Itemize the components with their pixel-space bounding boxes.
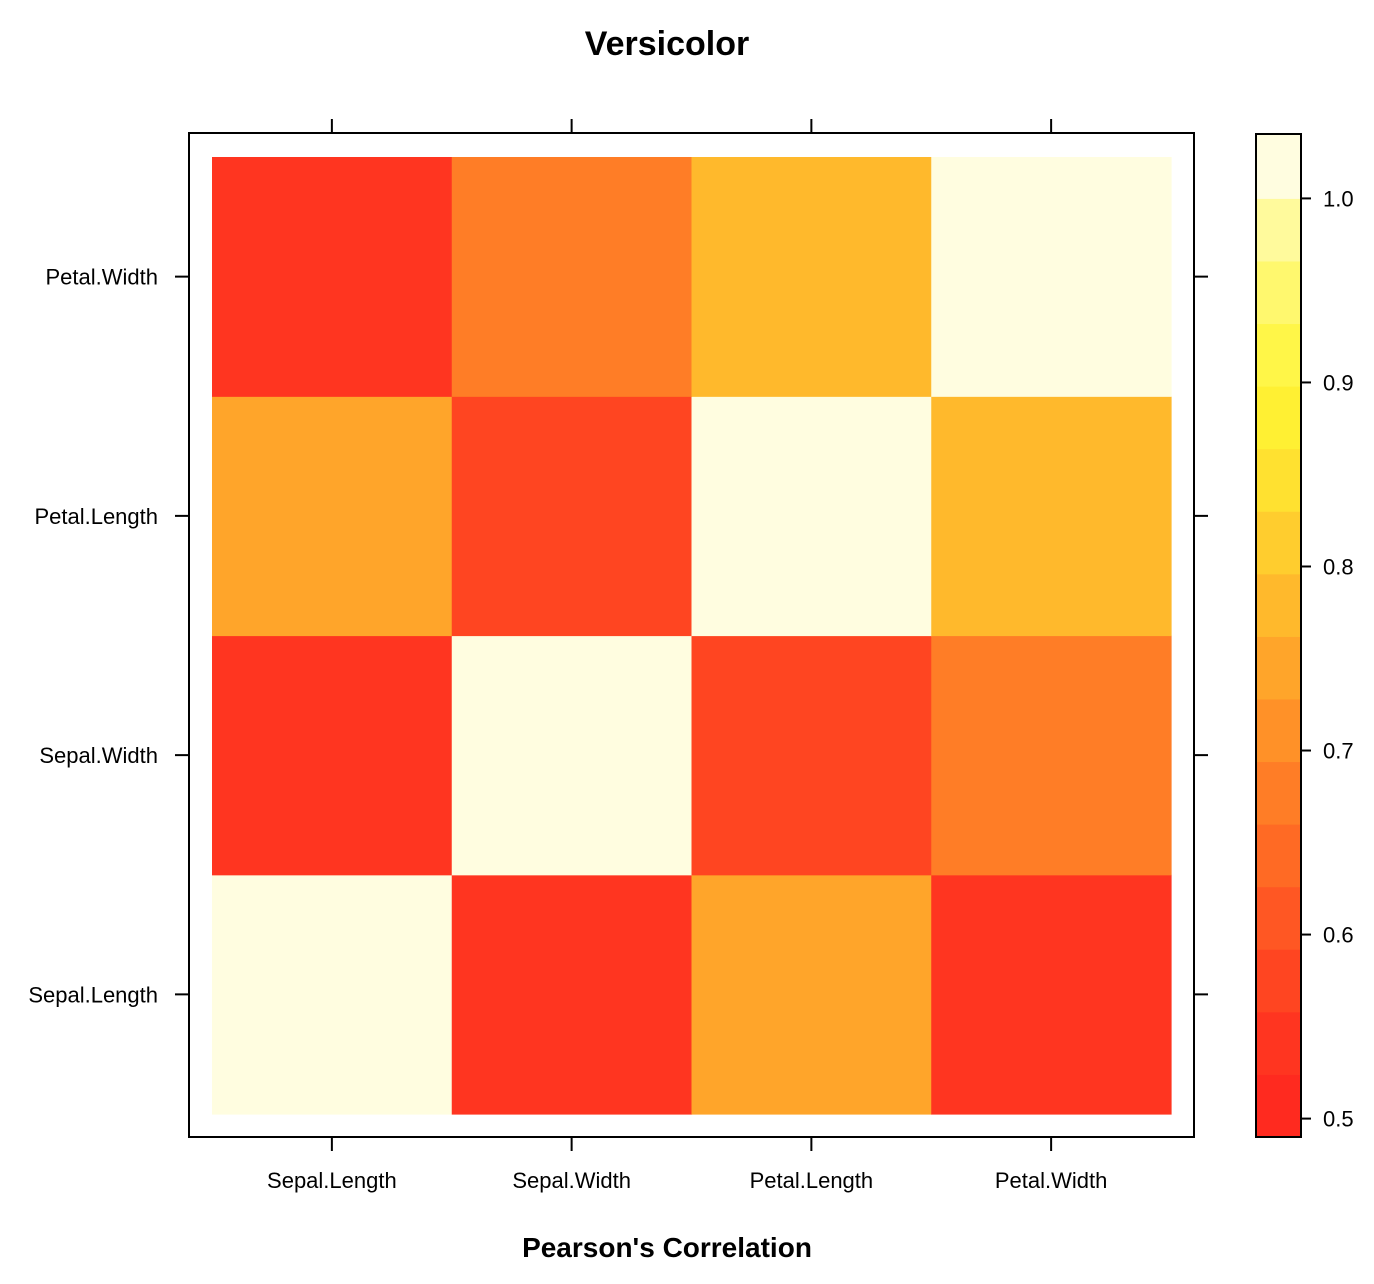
heatmap-cell-Petal.Length-Sepal.Length [212,396,453,637]
colorbar-bin [1256,761,1301,825]
heatmap-cell-Petal.Width-Petal.Width [931,157,1172,397]
colorbar-frame [1255,133,1302,1138]
colorbar-tick-label: 0.7 [1323,739,1354,764]
colorbar-bin [1256,323,1301,387]
heatmap-cell-Petal.Length-Petal.Length [691,396,932,637]
x-tick-label: Petal.Width [995,1168,1108,1193]
heatmap-cell-Sepal.Width-Sepal.Width [451,635,693,876]
colorbar-tick-label: 1.0 [1323,186,1354,211]
heatmap-cell-Petal.Length-Petal.Width [931,396,1172,637]
colorbar-bin [1256,573,1301,637]
colorbar-bin [1256,260,1301,325]
colorbar-bin [1256,1074,1301,1138]
colorbar-bin [1256,134,1301,199]
y-tick-label: Sepal.Length [28,982,158,1007]
colorbar-bin [1256,949,1301,1013]
colorbar-bin [1256,511,1301,575]
y-tick-label: Petal.Length [34,504,158,529]
colorbar-tick-label: 0.6 [1323,923,1354,948]
colorbar-bin [1256,386,1301,450]
y-tick-label: Petal.Width [46,265,159,290]
heatmap-cell-Petal.Width-Sepal.Length [212,157,453,397]
heatmap-cell-Sepal.Length-Petal.Length [691,874,932,1115]
chart-title: Versicolor [585,25,749,63]
heatmap-cell-Sepal.Length-Petal.Width [931,874,1172,1115]
colorbar-bin [1256,198,1301,262]
heatmap-cell-Sepal.Width-Petal.Width [931,635,1172,876]
x-tick-label: Petal.Length [750,1168,874,1193]
heatmap-cell-Sepal.Width-Sepal.Length [212,635,453,876]
axis-ticks: Sepal.Length Sepal.Width Petal.Length Petal… [28,119,1208,1193]
heatmap-cells [212,157,1172,1115]
colorbar-bin [1256,824,1301,888]
colorbar-tick-label: 0.5 [1323,1107,1354,1132]
x-tick-label: Sepal.Width [512,1168,631,1193]
plot-frame [188,132,1195,1138]
colorbar-bin [1256,886,1301,950]
heatmap-cell-Sepal.Length-Sepal.Length [212,874,453,1115]
heatmap-cell-Petal.Width-Petal.Length [691,157,932,397]
y-tick-label: Sepal.Width [39,743,158,768]
colorbar-bin [1256,636,1301,700]
colorbar-bin [1256,448,1301,512]
colorbar-bin [1256,698,1301,763]
heatmap-cell-Sepal.Width-Petal.Length [691,635,932,876]
x-axis-label: Pearson's Correlation [522,1232,812,1263]
heatmap-cell-Petal.Width-Sepal.Width [451,157,693,397]
colorbar-tick-label: 0.8 [1323,554,1354,579]
colorbar-bin [1256,1011,1301,1075]
heatmap-cell-Petal.Length-Sepal.Width [451,396,693,637]
heatmap-cell-Sepal.Length-Sepal.Width [451,874,693,1115]
colorbar-tick-label: 0.9 [1323,370,1354,395]
x-tick-label: Sepal.Length [267,1168,397,1193]
colorbar: 0.5 0.6 0.7 0.8 0.9 1.0 [1255,133,1354,1138]
